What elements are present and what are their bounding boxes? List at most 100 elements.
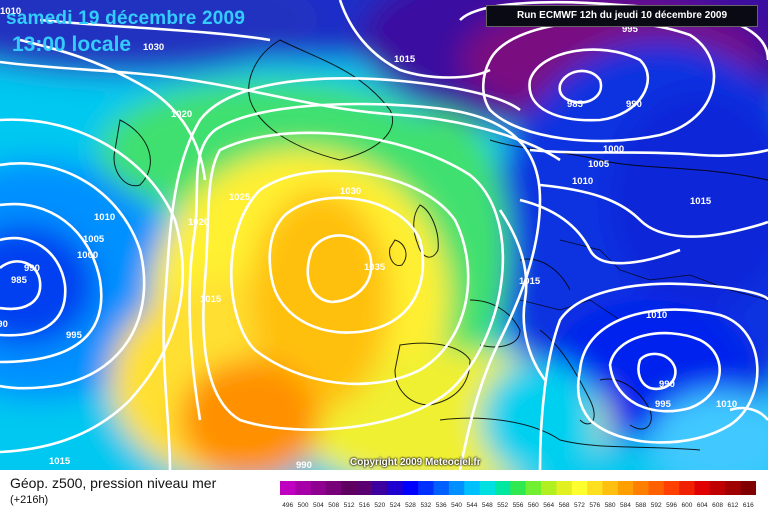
isobar-label: 1020: [188, 217, 209, 228]
isobar-label: 1020: [171, 109, 192, 120]
forecast-date: samedi 19 décembre 2009: [6, 8, 246, 29]
isobar-label: 1015: [690, 196, 712, 207]
color-scale-swatch: [725, 481, 742, 495]
color-scale-swatch: [418, 481, 435, 495]
color-scale-labels: 496 500 504 508 512 516 520 524 528 532 536 540 544 5…: [282, 502, 754, 509]
isobar-label: 1015: [49, 456, 71, 467]
color-scale: [280, 481, 756, 495]
color-scale-swatch: [448, 481, 465, 495]
color-scale-label: 508: [328, 502, 339, 509]
isobar-label: 1015: [519, 276, 541, 287]
color-scale-label: 536: [436, 502, 447, 509]
isobar-label: 1030: [340, 186, 361, 197]
color-scale-label: 580: [605, 502, 616, 509]
color-scale-label: 552: [497, 502, 508, 509]
color-scale-swatch: [648, 481, 665, 495]
isobar-label: 1000: [77, 250, 98, 261]
color-scale-label: 544: [467, 502, 478, 509]
color-scale-swatch: [310, 481, 327, 495]
color-scale-label: 600: [681, 502, 692, 509]
color-scale-swatch: [602, 481, 619, 495]
color-scale-swatch: [709, 481, 726, 495]
isobar-label: 990: [659, 379, 675, 390]
color-scale-label: 548: [482, 502, 493, 509]
forecast-map: 1030 1015 995 985 990 1020 1000 1005 101…: [0, 0, 768, 470]
isobar-label: 1015: [394, 54, 416, 65]
color-scale-label: 616: [743, 502, 754, 509]
isobar-label: 1005: [83, 234, 105, 245]
color-scale-swatch: [663, 481, 680, 495]
isobar-label: 990: [626, 99, 642, 110]
color-scale-label: 520: [374, 502, 385, 509]
color-scale-label: 516: [359, 502, 370, 509]
forecast-time: 13:00 locale: [12, 33, 132, 56]
color-scale-swatch: [556, 481, 573, 495]
color-scale-label: 496: [282, 502, 293, 509]
color-scale-label: 588: [635, 502, 646, 509]
isobar-label: 1010: [572, 176, 593, 187]
color-scale-label: 564: [543, 502, 554, 509]
isobar-labels: 1030 1015 995 985 990 1020 1000 1005 101…: [0, 6, 737, 470]
isobar-label: 1010: [716, 399, 737, 410]
color-scale-label: 524: [390, 502, 401, 509]
legend-forecast-step: (+216h): [10, 494, 49, 506]
isobar-label: 1005: [588, 159, 610, 170]
color-scale-swatch: [694, 481, 711, 495]
isobars: [0, 0, 768, 470]
model-run-label: Run ECMWF 12h du jeudi 10 décembre 2009: [486, 5, 758, 27]
color-scale-swatch: [479, 481, 496, 495]
color-scale-label: 584: [620, 502, 631, 509]
isobar-label: 1010: [0, 6, 21, 17]
color-scale-swatch: [617, 481, 634, 495]
color-scale-swatch: [587, 481, 603, 495]
isobar-label: 1025: [229, 192, 251, 203]
color-scale-swatch: [341, 481, 358, 495]
color-scale-label: 612: [728, 502, 739, 509]
color-scale-swatch: [433, 481, 450, 495]
isobar-label: 1010: [94, 212, 115, 223]
color-scale-label: 540: [451, 502, 462, 509]
legend-bar: Géop. z500, pression niveau mer (+216h) …: [0, 470, 768, 512]
isobar-label: 1000: [603, 144, 624, 155]
isobar-label: 1030: [143, 42, 164, 53]
isobar-label: 995: [655, 399, 672, 410]
color-scale-swatch: [633, 481, 650, 495]
color-scale-swatch: [541, 481, 557, 495]
color-scale-label: 592: [651, 502, 662, 509]
color-scale-swatch: [280, 481, 296, 495]
map-canvas: 1030 1015 995 985 990 1020 1000 1005 101…: [0, 0, 768, 470]
color-scale-swatch: [510, 481, 527, 495]
isobar-label: 985: [11, 275, 28, 286]
color-scale-label: 572: [574, 502, 585, 509]
color-scale-swatch: [387, 481, 404, 495]
isobar-label: 990: [24, 263, 40, 274]
color-scale-label: 504: [313, 502, 324, 509]
color-scale-label: 528: [405, 502, 416, 509]
color-scale-swatch: [494, 481, 511, 495]
color-scale-swatch: [740, 481, 756, 495]
color-scale-swatch: [402, 481, 419, 495]
color-scale-label: 568: [559, 502, 570, 509]
color-scale-swatch: [525, 481, 542, 495]
color-scale-swatch: [326, 481, 342, 495]
isobar-label: 990: [0, 319, 8, 330]
legend-title: Géop. z500, pression niveau mer: [10, 475, 217, 491]
color-scale-label: 596: [666, 502, 677, 509]
color-scale-swatch: [372, 481, 388, 495]
isobar-label: 995: [66, 330, 83, 341]
color-scale-swatch: [356, 481, 373, 495]
isobar-label: 990: [296, 460, 312, 470]
isobar-label: 1015: [200, 294, 222, 305]
isobar-label: 1035: [364, 262, 386, 273]
color-scale-swatch: [679, 481, 696, 495]
color-scale-swatch: [571, 481, 588, 495]
isobar-label: 985: [567, 99, 584, 110]
color-scale-label: 604: [697, 502, 708, 509]
color-scale-label: 608: [712, 502, 723, 509]
color-scale-label: 500: [298, 502, 309, 509]
color-scale-swatch: [295, 481, 312, 495]
isobar-label: 1010: [646, 310, 667, 321]
copyright-text: Copyright 2009 Meteociel.fr: [350, 457, 481, 468]
color-scale-label: 556: [513, 502, 524, 509]
color-scale-label: 512: [344, 502, 355, 509]
